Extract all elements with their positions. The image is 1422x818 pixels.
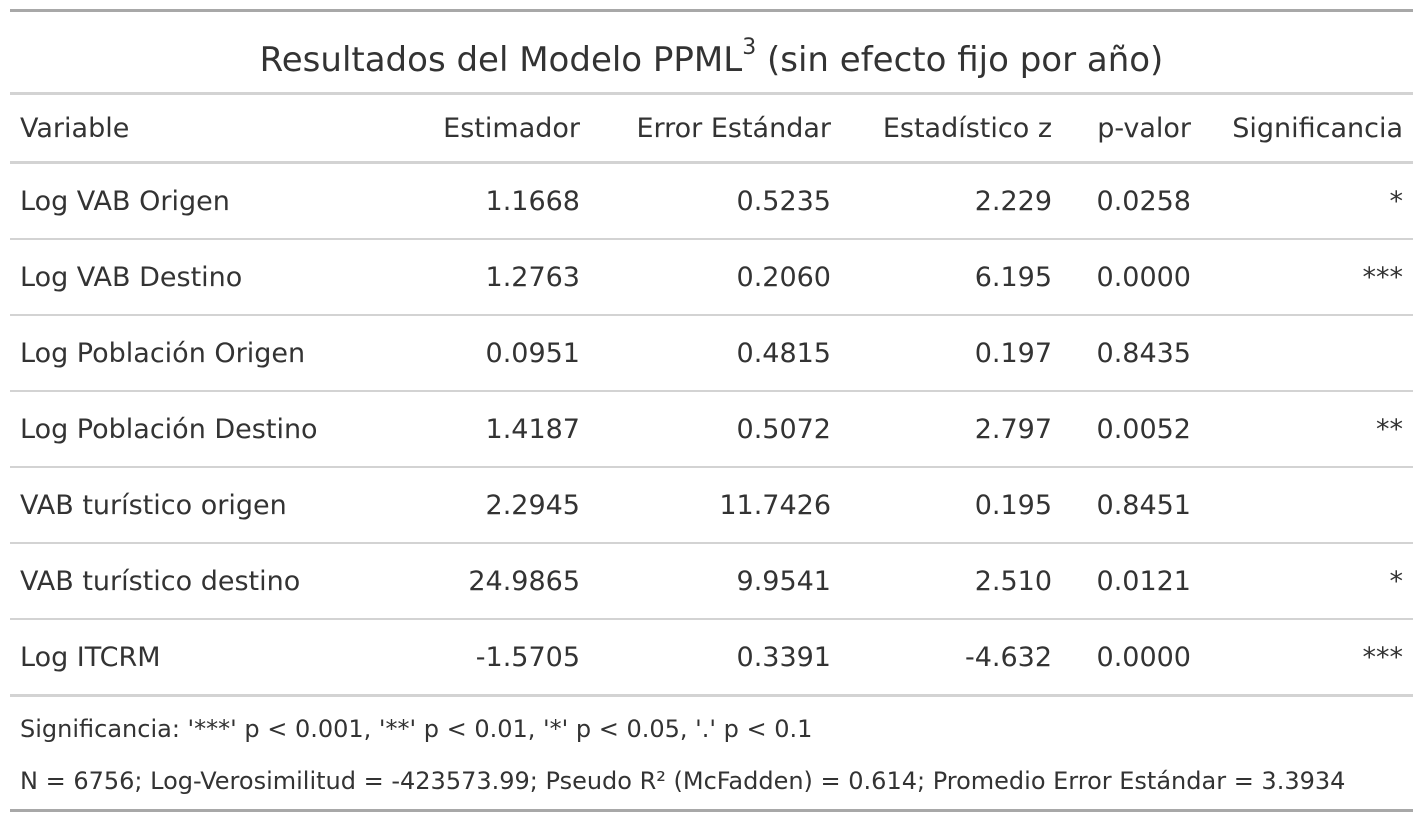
cell-p-valor: 0.0052 xyxy=(1062,391,1201,468)
header-p-valor: p-valor xyxy=(1062,95,1201,164)
cell-significancia: ** xyxy=(1201,391,1413,468)
title-rule xyxy=(10,92,1413,95)
top-rule xyxy=(10,9,1413,12)
cell-estimador: -1.5705 xyxy=(400,619,590,697)
cell-error: 0.2060 xyxy=(590,239,841,316)
table-row: Log Población Destino 1.4187 0.5072 2.79… xyxy=(10,391,1413,468)
cell-estimador: 1.4187 xyxy=(400,391,590,468)
cell-significancia xyxy=(1201,467,1413,544)
header-estimador: Estimador xyxy=(400,95,590,164)
table-row: VAB turístico origen 2.2945 11.7426 0.19… xyxy=(10,467,1413,544)
table-row: VAB turístico destino 24.9865 9.9541 2.5… xyxy=(10,543,1413,620)
cell-error: 9.9541 xyxy=(590,543,841,620)
cell-z: 2.797 xyxy=(841,391,1062,468)
cell-variable: Log Población Destino xyxy=(10,391,400,468)
header-estadistico-z: Estadístico z xyxy=(841,95,1062,164)
cell-significancia: *** xyxy=(1201,239,1413,316)
header-row: Variable Estimador Error Estándar Estadí… xyxy=(10,95,1413,164)
table-title: Resultados del Modelo PPML3 (sin efecto … xyxy=(10,12,1413,92)
footnote-significance: Significancia: '***' p < 0.001, '**' p <… xyxy=(20,715,813,743)
header-variable: Variable xyxy=(10,95,400,164)
table-row: Log VAB Destino 1.2763 0.2060 6.195 0.00… xyxy=(10,239,1413,316)
footnote-model-stats: N = 6756; Log-Verosimilitud = -423573.99… xyxy=(20,767,1346,795)
cell-significancia: * xyxy=(1201,543,1413,620)
cell-error: 11.7426 xyxy=(590,467,841,544)
cell-z: 6.195 xyxy=(841,239,1062,316)
cell-p-valor: 0.8451 xyxy=(1062,467,1201,544)
table-title-main: Resultados del Modelo PPML xyxy=(259,40,743,80)
cell-significancia: * xyxy=(1201,162,1413,240)
cell-z: 0.197 xyxy=(841,315,1062,392)
cell-variable: Log Población Origen xyxy=(10,315,400,392)
results-table-container: Resultados del Modelo PPML3 (sin efecto … xyxy=(10,9,1413,812)
table-row: Log Población Origen 0.0951 0.4815 0.197… xyxy=(10,315,1413,392)
table-title-suffix: (sin efecto fijo por año) xyxy=(756,40,1164,80)
cell-variable: VAB turístico destino xyxy=(10,543,400,620)
cell-z: -4.632 xyxy=(841,619,1062,697)
cell-error: 0.5235 xyxy=(590,162,841,240)
cell-estimador: 1.1668 xyxy=(400,162,590,240)
bottom-rule xyxy=(10,809,1413,812)
cell-p-valor: 0.0000 xyxy=(1062,239,1201,316)
cell-estimador: 1.2763 xyxy=(400,239,590,316)
results-table: Variable Estimador Error Estándar Estadí… xyxy=(10,95,1413,697)
cell-estimador: 0.0951 xyxy=(400,315,590,392)
table-title-superscript: 3 xyxy=(742,35,757,60)
cell-significancia xyxy=(1201,315,1413,392)
cell-z: 2.229 xyxy=(841,162,1062,240)
cell-z: 2.510 xyxy=(841,543,1062,620)
cell-significancia: *** xyxy=(1201,619,1413,697)
cell-variable: Log VAB Destino xyxy=(10,239,400,316)
cell-p-valor: 0.0000 xyxy=(1062,619,1201,697)
cell-variable: Log VAB Origen xyxy=(10,162,400,240)
cell-p-valor: 0.0121 xyxy=(1062,543,1201,620)
cell-variable: VAB turístico origen xyxy=(10,467,400,544)
cell-estimador: 24.9865 xyxy=(400,543,590,620)
table-row: Log VAB Origen 1.1668 0.5235 2.229 0.025… xyxy=(10,162,1413,240)
cell-error: 0.4815 xyxy=(590,315,841,392)
cell-variable: Log ITCRM xyxy=(10,619,400,697)
cell-p-valor: 0.0258 xyxy=(1062,162,1201,240)
cell-p-valor: 0.8435 xyxy=(1062,315,1201,392)
header-error-estandar: Error Estándar xyxy=(590,95,841,164)
cell-estimador: 2.2945 xyxy=(400,467,590,544)
header-significancia: Significancia xyxy=(1201,95,1413,164)
cell-error: 0.3391 xyxy=(590,619,841,697)
table-row: Log ITCRM -1.5705 0.3391 -4.632 0.0000 *… xyxy=(10,619,1413,697)
cell-error: 0.5072 xyxy=(590,391,841,468)
cell-z: 0.195 xyxy=(841,467,1062,544)
